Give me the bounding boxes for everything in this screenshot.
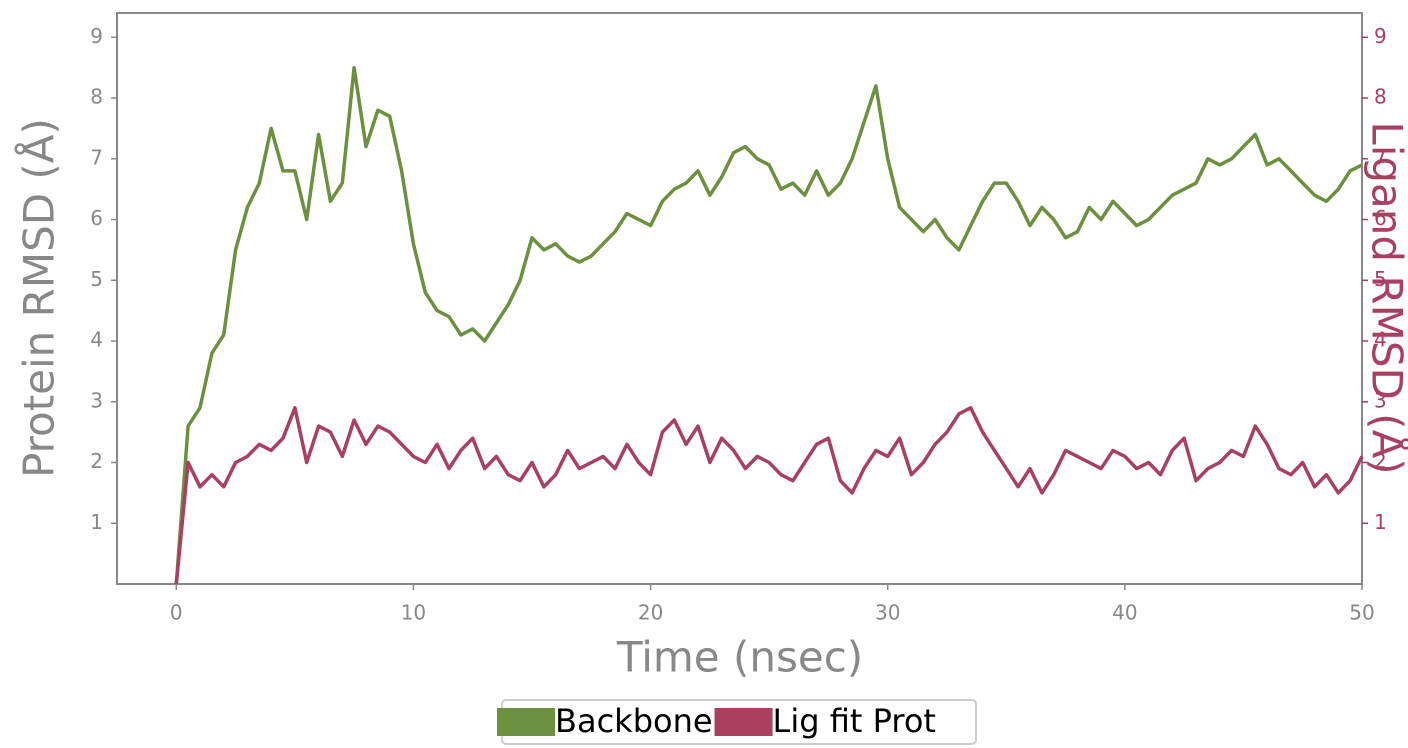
x-tick-label: 40 xyxy=(1112,601,1137,625)
y2-tick-label: 3 xyxy=(1374,388,1387,412)
y2-tick-label: 5 xyxy=(1374,267,1387,291)
x-tick-label: 20 xyxy=(638,601,663,625)
y2-tick-label: 1 xyxy=(1374,510,1387,534)
y-tick-label: 2 xyxy=(90,449,103,473)
series-line xyxy=(174,406,1364,585)
legend-swatch xyxy=(714,708,773,736)
legend-label: Backbone xyxy=(555,702,713,740)
x-tick-label: 50 xyxy=(1349,601,1374,625)
y-tick-label: 8 xyxy=(90,85,103,109)
y2-tick-label: 8 xyxy=(1374,85,1387,109)
y2-tick-label: 4 xyxy=(1374,328,1387,352)
y-tick-label: 3 xyxy=(90,388,103,412)
y2-tick-label: 7 xyxy=(1374,145,1387,169)
y2-axis-label: Ligand RMSD (Å) xyxy=(1363,121,1408,474)
y-axis-label: Protein RMSD (Å) xyxy=(14,118,64,478)
x-tick-label: 10 xyxy=(401,601,426,625)
x-axis-label: Time (nsec) xyxy=(616,633,863,682)
y-tick-label: 5 xyxy=(90,267,103,291)
y-tick-label: 7 xyxy=(90,145,103,169)
legend-swatch xyxy=(497,708,555,736)
y-tick-label: 9 xyxy=(90,24,103,48)
x-tick-label: 30 xyxy=(875,601,900,625)
plot-frame xyxy=(116,12,1363,585)
y2-tick-label: 6 xyxy=(1374,206,1387,230)
y2-tick-label: 2 xyxy=(1374,449,1387,473)
series-line xyxy=(174,65,1363,585)
y-tick-label: 4 xyxy=(90,328,103,352)
y2-tick-label: 9 xyxy=(1374,24,1387,48)
y-tick-label: 1 xyxy=(90,510,103,534)
legend-label: Lig fit Prot xyxy=(773,702,936,740)
x-tick-label: 0 xyxy=(170,601,183,625)
y-tick-label: 6 xyxy=(90,206,103,230)
